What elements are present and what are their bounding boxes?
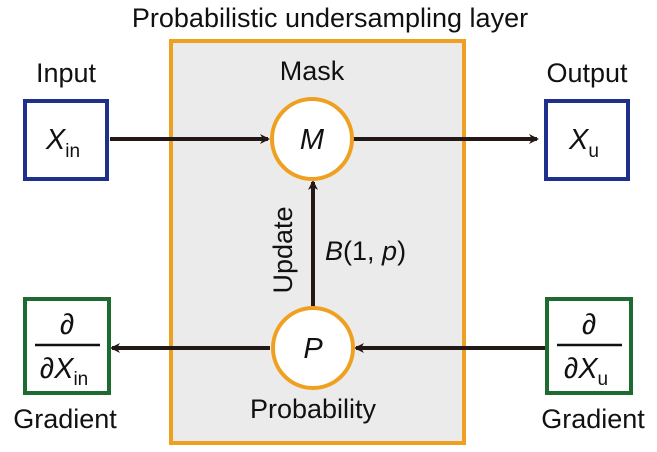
mask-symbol: M <box>300 124 325 156</box>
gradient-left-numerator: ∂ <box>60 309 74 341</box>
bernoulli-close: ) <box>397 236 406 266</box>
input-symbol: Xin <box>45 124 80 162</box>
bernoulli-param: p <box>381 236 397 266</box>
gradient-right-x: X <box>577 353 599 385</box>
input-label: Input <box>36 58 97 88</box>
gradient-left-partial: ∂ <box>40 353 54 385</box>
probability-symbol: P <box>303 333 323 365</box>
output-symbol: Xu <box>568 124 599 162</box>
mask-node <box>270 97 354 181</box>
gradient-left-subscript: in <box>73 369 88 390</box>
output-label: Output <box>546 58 628 88</box>
input-subscript: in <box>65 141 80 162</box>
output-subscript: u <box>588 141 599 162</box>
update-label: Update <box>268 206 298 293</box>
probability-label: Probability <box>250 394 377 424</box>
output-x: X <box>568 124 590 156</box>
gradient-right-numerator: ∂ <box>582 309 596 341</box>
input-x: X <box>45 124 67 156</box>
bernoulli-label: B(1, p) <box>325 236 406 266</box>
gradient-right-partial: ∂ <box>564 353 578 385</box>
input-box <box>23 99 109 181</box>
gradient-left-label: Gradient <box>13 404 117 434</box>
gradient-left-x: X <box>53 353 75 385</box>
mask-label: Mask <box>280 56 345 86</box>
bernoulli-func: B <box>325 236 343 266</box>
gradient-right-subscript: u <box>598 369 609 390</box>
probability-node <box>271 306 355 390</box>
gradient-left-denominator: ∂Xin <box>40 353 88 390</box>
layer-title: Probabilistic undersampling layer <box>132 3 528 33</box>
gradient-right-denominator: ∂Xu <box>564 353 608 390</box>
output-box <box>544 99 630 181</box>
bernoulli-open: (1, <box>343 236 382 266</box>
gradient-right-label: Gradient <box>541 404 645 434</box>
